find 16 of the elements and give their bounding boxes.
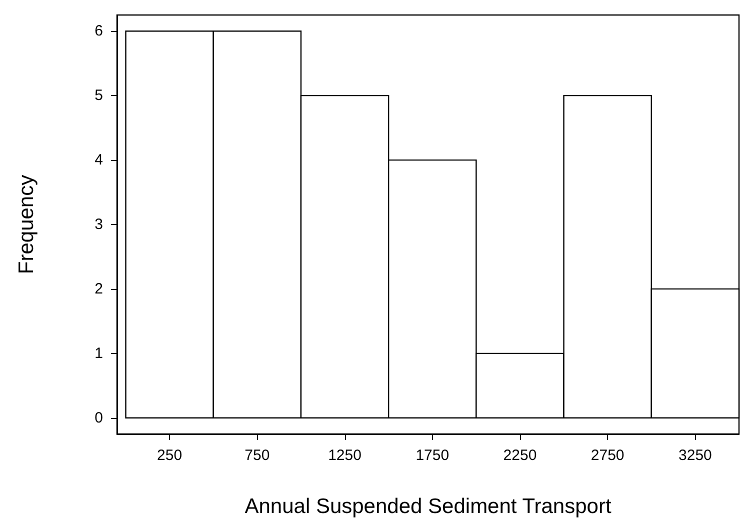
y-tick-label: 2 — [94, 280, 103, 298]
x-tick-label: 1750 — [416, 447, 450, 464]
y-tick-label: 1 — [94, 344, 103, 362]
y-axis-title: Frequency — [15, 174, 38, 274]
y-tick-label: 6 — [94, 22, 103, 40]
x-tick-label: 2750 — [590, 447, 624, 464]
x-tick-label: 1250 — [328, 447, 362, 464]
x-tick-label: 2250 — [503, 447, 537, 464]
y-tick-label: 0 — [94, 409, 103, 426]
y-tick-label: 3 — [94, 216, 103, 233]
x-tick-label: 750 — [244, 447, 270, 464]
x-tick-label: 250 — [157, 447, 182, 464]
y-tick-label: 4 — [94, 152, 103, 169]
y-tick-label: 5 — [94, 87, 103, 104]
x-tick-label: 3250 — [678, 447, 712, 464]
x-axis-title: Annual Suspended Sediment Transport — [244, 495, 612, 518]
